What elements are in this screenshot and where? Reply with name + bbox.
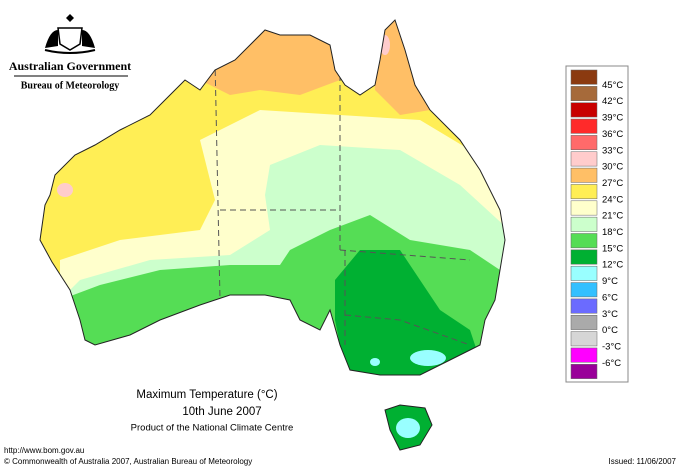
state-borders xyxy=(214,59,471,346)
legend-label: 30°C xyxy=(602,162,623,173)
legend-label: 15°C xyxy=(602,243,623,254)
map-date: 10th June 2007 xyxy=(182,406,261,418)
logo xyxy=(44,14,96,54)
legend-label: 27°C xyxy=(602,178,623,189)
legend-label: 3°C xyxy=(602,309,618,320)
legend-label: 45°C xyxy=(602,80,623,91)
legend-swatch xyxy=(570,102,598,118)
legend-label: -3°C xyxy=(602,341,621,352)
legend-swatch xyxy=(570,331,598,347)
legend-swatch xyxy=(570,86,598,101)
legend-swatch xyxy=(570,249,598,265)
legend-label: 0°C xyxy=(602,325,618,336)
legend-swatch xyxy=(570,118,598,134)
legend-swatch xyxy=(570,347,598,363)
legend-label: 6°C xyxy=(602,292,618,303)
bureau-name: Bureau of Meteorology xyxy=(21,80,120,91)
legend-label: 42°C xyxy=(602,96,623,107)
map-title: Maximum Temperature (°C) xyxy=(136,389,277,401)
legend-swatch xyxy=(570,151,598,167)
legend-swatch xyxy=(570,167,598,183)
zone-12-15 xyxy=(335,250,480,375)
legend-label: 21°C xyxy=(602,211,623,222)
legend-swatch xyxy=(570,265,598,281)
legend-label: 24°C xyxy=(602,194,623,205)
legend-swatch xyxy=(570,298,598,314)
legend-swatch xyxy=(570,216,598,232)
zone-9-12 xyxy=(370,358,380,366)
zone-9-12 xyxy=(410,350,446,366)
footer-url[interactable]: http://www.bom.gov.au xyxy=(4,446,84,455)
legend-swatch xyxy=(570,233,598,249)
map-product: Product of the National Climate Centre xyxy=(131,423,294,434)
legend-swatch xyxy=(570,315,598,330)
legend-label: 12°C xyxy=(602,260,623,271)
zone-30-33 xyxy=(57,183,73,197)
legend-label: 36°C xyxy=(602,129,623,140)
legend-swatch xyxy=(570,135,598,150)
legend-swatch xyxy=(570,184,598,200)
legend-label: 33°C xyxy=(602,145,623,156)
legend-label: 18°C xyxy=(602,227,623,238)
zone-9-12 xyxy=(396,418,420,438)
footer-copyright: © Commonwealth of Australia 2007, Austra… xyxy=(4,457,252,466)
footer-issued: Issued: 11/06/2007 xyxy=(609,457,677,466)
legend-swatch xyxy=(570,200,598,216)
legend-swatch xyxy=(570,282,598,298)
legend-label: 9°C xyxy=(602,276,618,287)
legend-label: 39°C xyxy=(602,113,623,124)
legend-swatch xyxy=(570,364,598,379)
government-name: Australian Government xyxy=(9,59,131,73)
legend-label: -6°C xyxy=(602,358,621,369)
legend: 45°C 42°C 39°C 36°C 33°C 30°C 27°C 24°C 21°C 18°C… xyxy=(570,69,623,379)
legend-swatch xyxy=(570,69,598,85)
